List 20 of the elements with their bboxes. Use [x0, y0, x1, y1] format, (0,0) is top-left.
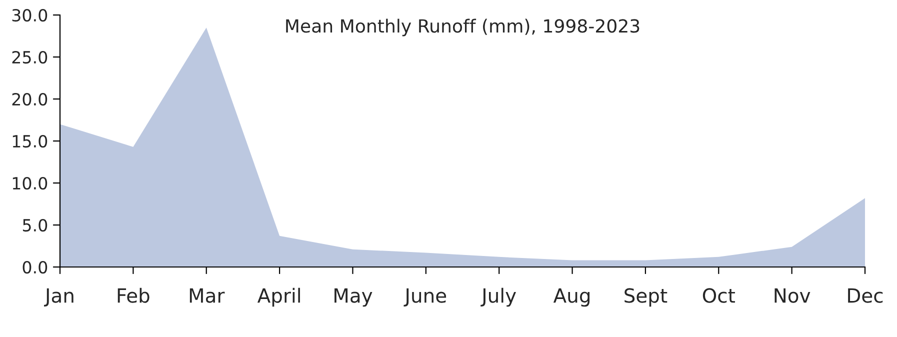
y-tick-label: 0.0 — [22, 260, 48, 274]
y-tick-label: 5.0 — [22, 218, 48, 232]
x-tick-label: May — [334, 288, 372, 307]
y-tick-label: 15.0 — [12, 134, 48, 148]
y-tick-label: 10.0 — [12, 176, 48, 190]
x-tick-label: Oct — [702, 288, 735, 303]
x-tick-label: Jan — [44, 288, 74, 306]
y-tick-label: 30.0 — [12, 8, 48, 22]
x-tick-label: Dec — [848, 288, 883, 303]
x-tick-label: Aug — [553, 288, 590, 307]
x-tick-label: Sept — [624, 288, 668, 307]
x-tick-label: Mar — [190, 288, 225, 303]
x-tick-label: Nov — [774, 288, 810, 303]
chart-title: Mean Monthly Runoff (mm), 1998-2023 — [286, 18, 640, 36]
x-tick-label: June — [404, 288, 446, 306]
y-tick-label: 20.0 — [12, 92, 48, 106]
y-tick-label: 25.0 — [12, 50, 48, 64]
x-tick-label: July — [480, 288, 516, 307]
x-tick-label: April — [257, 288, 300, 307]
x-tick-label: Feb — [118, 288, 150, 303]
